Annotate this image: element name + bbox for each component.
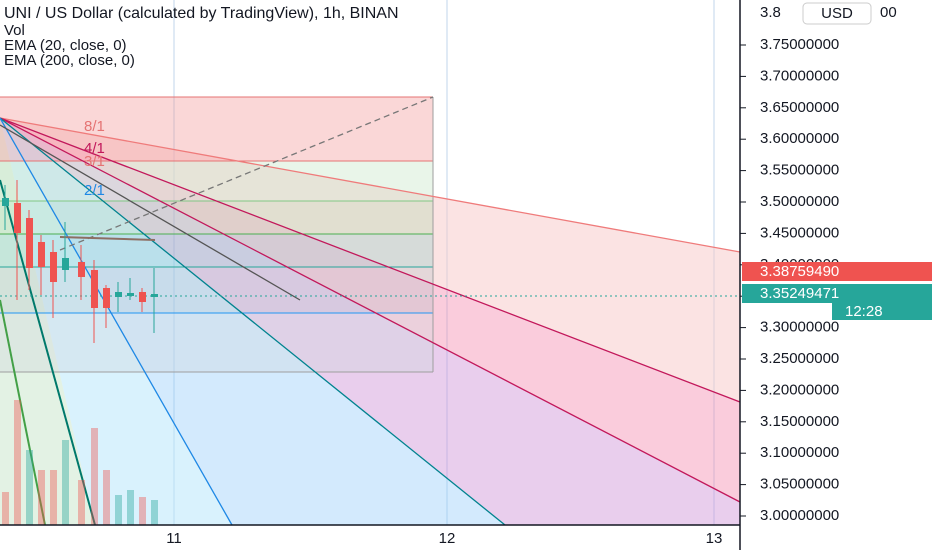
price-label: 3.8 — [760, 4, 781, 21]
time-label: 11 — [166, 530, 182, 547]
fan-label: 3/1 — [84, 153, 105, 170]
price-label: 00 — [880, 4, 897, 21]
price-label: 3.45000000 — [760, 224, 839, 241]
price-label: 3.10000000 — [760, 444, 839, 461]
price-label: 3.65000000 — [760, 99, 839, 116]
time-labels: 11 12 13 — [166, 530, 722, 547]
price-tags: 3.38759490 3.35249471 12:28 — [742, 262, 932, 320]
price-label: 3.30000000 — [760, 319, 839, 336]
price-label: 3.70000000 — [760, 67, 839, 84]
time-label: 12 — [439, 530, 456, 547]
price-label: 3.55000000 — [760, 162, 839, 179]
legend-title: UNI / US Dollar (calculated by TradingVi… — [4, 5, 399, 22]
currency-button[interactable] — [802, 2, 872, 25]
fan-labels: 8/1 4/1 3/1 2/1 — [84, 118, 105, 199]
price-label: 3.75000000 — [760, 36, 839, 53]
fan-lines — [0, 96, 741, 526]
legend-line: EMA (20, close, 0) — [4, 37, 127, 54]
price-label: 3.05000000 — [760, 476, 839, 493]
fib-box — [0, 96, 434, 373]
legend-line: EMA (200, close, 0) — [4, 52, 135, 69]
price-tag — [742, 284, 932, 303]
fan-label: 8/1 — [84, 118, 105, 135]
price-label: 3.50000000 — [760, 193, 839, 210]
price-tag-text: 3.38759490 — [760, 263, 839, 280]
price-tag-text: 3.35249471 — [760, 285, 839, 302]
price-tag — [742, 262, 932, 281]
price-label: 3.15000000 — [760, 413, 839, 430]
legend-line: Vol — [4, 22, 25, 39]
currency-label: USD — [821, 5, 853, 22]
time-label: 13 — [706, 530, 723, 547]
candles — [2, 180, 158, 343]
countdown-tag — [832, 302, 932, 320]
price-labels: 3.8 USD 00 — [760, 2, 897, 25]
price-label: 3.00000000 — [760, 507, 839, 524]
price-label: 3.20000000 — [760, 381, 839, 398]
fan-label: 2/1 — [84, 182, 105, 199]
volume — [2, 400, 158, 525]
countdown-text: 12:28 — [845, 303, 883, 320]
price-label: 3.60000000 — [760, 130, 839, 147]
price-label: 3.25000000 — [760, 350, 839, 367]
fan-label: 4/1 — [84, 140, 105, 157]
legend: UNI / US Dollar (calculated by TradingVi… — [4, 5, 399, 69]
